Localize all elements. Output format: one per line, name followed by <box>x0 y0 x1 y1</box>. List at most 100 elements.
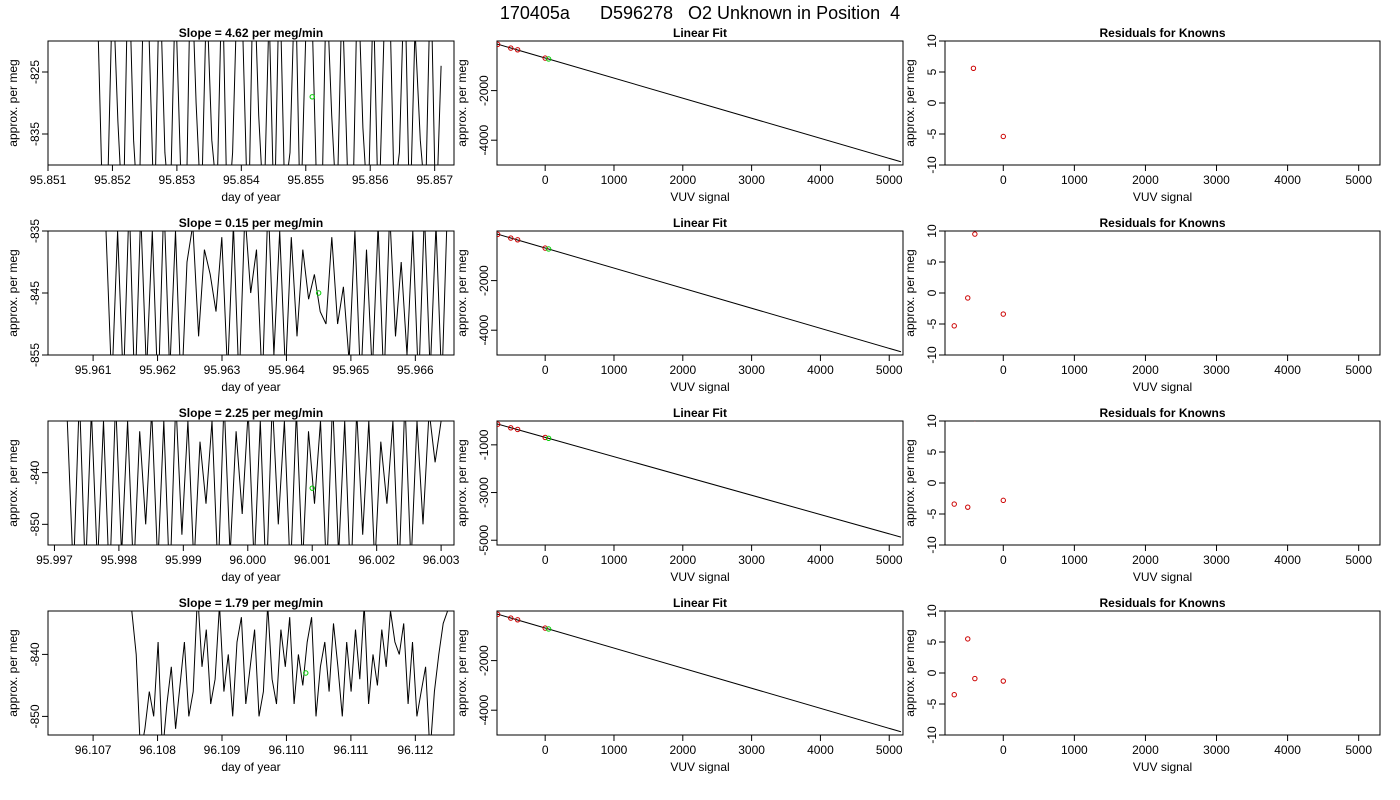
y-tick-label: -825 <box>28 60 42 84</box>
x-tick-label: 95.965 <box>333 363 370 377</box>
x-tick-label: 4000 <box>807 173 834 187</box>
panel-row4-left: Slope = 1.79 per meg/min 96.107 96.108 96.1… <box>6 596 455 774</box>
x-tick-label: 95.852 <box>94 173 131 187</box>
residual-point <box>1000 678 1006 684</box>
x-tick-label: 5000 <box>1345 743 1372 757</box>
panel-title: Slope = 1.79 per meg/min <box>179 596 323 610</box>
x-axis-label: day of year <box>221 380 280 394</box>
known-point <box>514 617 521 623</box>
y-tick-label: -835 <box>28 219 42 243</box>
plot-frame <box>496 420 904 546</box>
unknown-point <box>545 56 552 62</box>
panel-row3-left: Slope = 2.25 per meg/min 95.997 95.998 95.9… <box>6 406 460 584</box>
y-tick-label: 5 <box>925 68 939 75</box>
x-tick-label: 3000 <box>738 553 765 567</box>
x-tick-label: 0 <box>542 553 549 567</box>
x-tick-label: 4000 <box>1274 743 1301 757</box>
residual-point <box>973 421 976 422</box>
panel-title: Linear Fit <box>673 216 727 230</box>
plot-area <box>970 65 1006 140</box>
x-tick-label: 96.109 <box>204 743 241 757</box>
y-tick-label: -5 <box>925 128 939 139</box>
x-tick-label: 96.108 <box>139 743 176 757</box>
y-tick-label: -5 <box>925 508 939 519</box>
known-point <box>542 434 548 441</box>
plot-frame <box>47 610 455 736</box>
panel-row1-left: Slope = 4.62 per meg/min 95.851 95.852 95.8… <box>6 26 455 204</box>
residual-point <box>1000 497 1006 504</box>
x-tick-label: 5000 <box>1345 363 1372 377</box>
plot-frame <box>496 610 904 736</box>
panel-title: Slope = 0.15 per meg/min <box>179 216 323 230</box>
y-axis-label: approx. per meg <box>6 629 20 716</box>
y-tick-label: -4000 <box>477 695 491 726</box>
x-tick-label: 2000 <box>1132 743 1159 757</box>
unknown-marker <box>303 670 309 676</box>
y-tick-label: -10 <box>925 156 939 174</box>
y-tick-label: -840 <box>28 642 42 666</box>
y-axis-label: approx. per meg <box>903 629 917 716</box>
x-tick-label: 0 <box>1000 743 1007 757</box>
y-tick-label: -845 <box>28 281 42 305</box>
x-tick-label: 1000 <box>1061 743 1088 757</box>
x-axis-label: VUV signal <box>670 190 729 204</box>
x-tick-label: 0 <box>542 173 549 187</box>
panel-row1-right: Residuals for Knowns 0 1000 2000 3000 4000 500… <box>903 26 1381 204</box>
plot-area <box>66 421 442 545</box>
panel-title: Residuals for Knowns <box>1099 216 1225 230</box>
residual-point <box>972 231 978 237</box>
panel-title: Slope = 2.25 per meg/min <box>179 406 323 420</box>
panel-title: Residuals for Knowns <box>1099 596 1225 610</box>
y-tick-label: -840 <box>28 460 42 484</box>
x-axis-label: VUV signal <box>670 760 729 774</box>
x-axis-label: VUV signal <box>1133 190 1192 204</box>
x-tick-label: 95.853 <box>159 173 196 187</box>
x-tick-label: 95.962 <box>139 363 176 377</box>
x-tick-label: 96.000 <box>229 553 266 567</box>
x-tick-label: 96.001 <box>294 553 331 567</box>
plot-area <box>951 636 1006 698</box>
residual-point <box>951 501 957 507</box>
y-tick-label: 5 <box>925 448 939 455</box>
signal-trace <box>131 611 449 735</box>
y-axis-label: approx. per meg <box>6 439 20 526</box>
y-axis-label: approx. per meg <box>6 249 20 336</box>
x-tick-label: 1000 <box>1061 553 1088 567</box>
x-tick-label: 0 <box>1000 363 1007 377</box>
plot-area <box>497 421 902 538</box>
y-tick-label: -10 <box>925 536 939 554</box>
x-tick-label: 4000 <box>1274 363 1301 377</box>
x-axis-label: VUV signal <box>670 570 729 584</box>
x-tick-label: 0 <box>1000 173 1007 187</box>
x-axis-label: day of year <box>221 760 280 774</box>
x-tick-label: 2000 <box>669 553 696 567</box>
plot-frame <box>496 40 904 166</box>
x-tick-label: 3000 <box>1203 173 1230 187</box>
y-tick-label: -10 <box>925 726 939 744</box>
y-tick-label: 10 <box>925 34 939 48</box>
y-axis-label: approx. per meg <box>455 439 469 526</box>
plot-area <box>951 421 1006 510</box>
x-tick-label: 2000 <box>1132 173 1159 187</box>
x-tick-label: 5000 <box>876 743 903 757</box>
residual-point <box>951 323 957 329</box>
plot-area <box>497 231 902 353</box>
x-tick-label: 1000 <box>601 173 628 187</box>
panel-title: Linear Fit <box>673 596 727 610</box>
residual-point <box>965 295 971 301</box>
signal-trace <box>105 231 448 355</box>
known-point <box>514 237 521 243</box>
x-tick-label: 95.966 <box>397 363 434 377</box>
y-tick-label: -5 <box>925 698 939 709</box>
x-tick-label: 95.856 <box>352 173 389 187</box>
y-tick-label: -855 <box>28 343 42 367</box>
x-tick-label: 1000 <box>1061 173 1088 187</box>
x-tick-label: 96.111 <box>333 743 368 757</box>
panel-row3-right: Residuals for Knowns 0 1000 2000 3000 4000 500… <box>903 406 1381 584</box>
x-tick-label: 1000 <box>601 553 628 567</box>
plot-frame <box>944 40 1381 166</box>
y-axis-label: approx. per meg <box>455 629 469 716</box>
x-tick-label: 3000 <box>738 173 765 187</box>
y-tick-label: 0 <box>925 99 939 106</box>
y-tick-label: 10 <box>925 414 939 428</box>
